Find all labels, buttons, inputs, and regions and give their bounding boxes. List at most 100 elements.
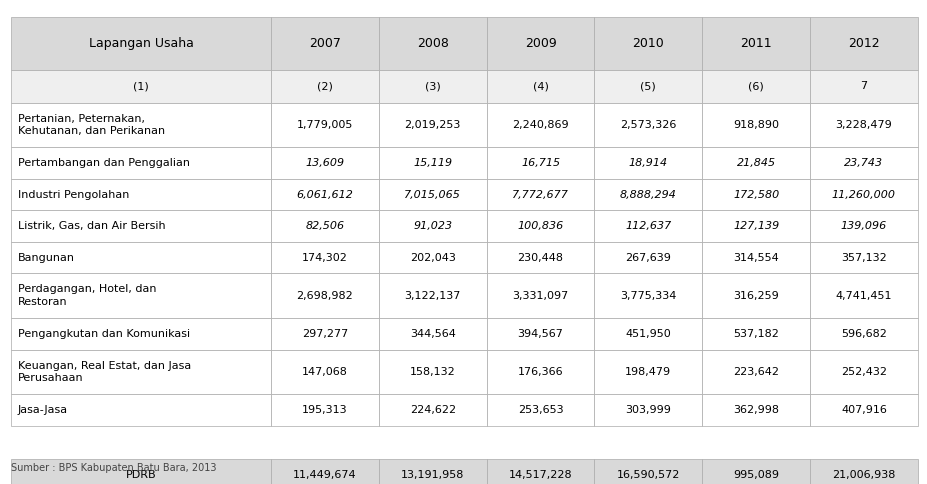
- Text: Pertambangan dan Penggalian: Pertambangan dan Penggalian: [18, 158, 189, 168]
- Text: (3): (3): [425, 81, 440, 91]
- Bar: [486, 148, 594, 179]
- Bar: [594, 179, 702, 211]
- Bar: [702, 179, 809, 211]
- Bar: [11, 273, 271, 318]
- Bar: [702, 394, 809, 425]
- Text: 4,741,451: 4,741,451: [834, 291, 891, 301]
- Text: 297,277: 297,277: [301, 329, 348, 339]
- Bar: [271, 17, 378, 70]
- Text: 596,682: 596,682: [840, 329, 886, 339]
- Text: 3,122,137: 3,122,137: [404, 291, 461, 301]
- Text: 223,642: 223,642: [732, 367, 779, 377]
- Bar: [594, 273, 702, 318]
- Bar: [378, 459, 486, 484]
- Text: 303,999: 303,999: [625, 405, 670, 415]
- Text: 7,015,065: 7,015,065: [404, 190, 461, 200]
- Bar: [11, 242, 271, 273]
- Bar: [486, 273, 594, 318]
- Bar: [271, 318, 378, 349]
- Bar: [702, 318, 809, 349]
- Text: 82,506: 82,506: [305, 221, 344, 231]
- Text: 537,182: 537,182: [732, 329, 778, 339]
- Text: 3,775,334: 3,775,334: [619, 291, 676, 301]
- Text: 2,698,982: 2,698,982: [297, 291, 353, 301]
- Bar: [702, 148, 809, 179]
- Text: Listrik, Gas, dan Air Bersih: Listrik, Gas, dan Air Bersih: [18, 221, 165, 231]
- Bar: [809, 179, 917, 211]
- Text: 394,567: 394,567: [517, 329, 563, 339]
- Bar: [11, 349, 271, 394]
- Text: (2): (2): [317, 81, 333, 91]
- Text: Jasa-Jasa: Jasa-Jasa: [18, 405, 68, 415]
- Bar: [486, 70, 594, 103]
- Bar: [271, 70, 378, 103]
- Bar: [594, 394, 702, 425]
- Bar: [271, 179, 378, 211]
- Text: 127,139: 127,139: [732, 221, 779, 231]
- Text: 158,132: 158,132: [410, 367, 455, 377]
- Text: 2008: 2008: [416, 37, 449, 50]
- Text: Pengangkutan dan Komunikasi: Pengangkutan dan Komunikasi: [18, 329, 189, 339]
- Text: 1,779,005: 1,779,005: [297, 120, 353, 130]
- Bar: [809, 318, 917, 349]
- Bar: [378, 394, 486, 425]
- Bar: [594, 242, 702, 273]
- Bar: [486, 103, 594, 148]
- Bar: [594, 103, 702, 148]
- Bar: [486, 394, 594, 425]
- Text: 451,950: 451,950: [625, 329, 670, 339]
- Bar: [11, 318, 271, 349]
- Text: 15,119: 15,119: [413, 158, 451, 168]
- Text: 18,914: 18,914: [629, 158, 667, 168]
- Bar: [11, 148, 271, 179]
- Bar: [271, 148, 378, 179]
- Text: 23,743: 23,743: [844, 158, 883, 168]
- Text: 6,061,612: 6,061,612: [297, 190, 353, 200]
- Text: (6): (6): [747, 81, 763, 91]
- Bar: [486, 349, 594, 394]
- Text: 267,639: 267,639: [625, 253, 670, 263]
- Bar: [378, 242, 486, 273]
- Text: Keuangan, Real Estat, dan Jasa
Perusahaan: Keuangan, Real Estat, dan Jasa Perusahaa…: [18, 361, 191, 383]
- Bar: [486, 211, 594, 242]
- Text: 7: 7: [859, 81, 867, 91]
- Bar: [271, 459, 378, 484]
- Text: 253,653: 253,653: [517, 405, 563, 415]
- Text: 21,845: 21,845: [736, 158, 775, 168]
- Bar: [809, 211, 917, 242]
- Text: 112,637: 112,637: [625, 221, 671, 231]
- Bar: [271, 211, 378, 242]
- Bar: [809, 273, 917, 318]
- Bar: [809, 17, 917, 70]
- Text: 316,259: 316,259: [732, 291, 778, 301]
- Bar: [486, 459, 594, 484]
- Bar: [809, 459, 917, 484]
- Text: 202,043: 202,043: [410, 253, 455, 263]
- Bar: [809, 242, 917, 273]
- Text: Bangunan: Bangunan: [18, 253, 74, 263]
- Bar: [486, 179, 594, 211]
- Text: 3,331,097: 3,331,097: [512, 291, 568, 301]
- Bar: [271, 273, 378, 318]
- Bar: [594, 211, 702, 242]
- Bar: [271, 394, 378, 425]
- Text: Industri Pengolahan: Industri Pengolahan: [18, 190, 129, 200]
- Text: 2007: 2007: [309, 37, 340, 50]
- Bar: [594, 148, 702, 179]
- Text: 172,580: 172,580: [732, 190, 779, 200]
- Bar: [378, 349, 486, 394]
- Text: 344,564: 344,564: [410, 329, 455, 339]
- Bar: [809, 394, 917, 425]
- Bar: [809, 349, 917, 394]
- Text: 21,006,938: 21,006,938: [832, 470, 895, 481]
- Bar: [809, 103, 917, 148]
- Text: 16,715: 16,715: [520, 158, 560, 168]
- Text: 91,023: 91,023: [413, 221, 451, 231]
- Bar: [702, 103, 809, 148]
- Bar: [486, 242, 594, 273]
- Text: 7,772,677: 7,772,677: [512, 190, 568, 200]
- Text: 2,019,253: 2,019,253: [404, 120, 461, 130]
- Bar: [486, 318, 594, 349]
- Bar: [378, 103, 486, 148]
- Text: 2,573,326: 2,573,326: [619, 120, 676, 130]
